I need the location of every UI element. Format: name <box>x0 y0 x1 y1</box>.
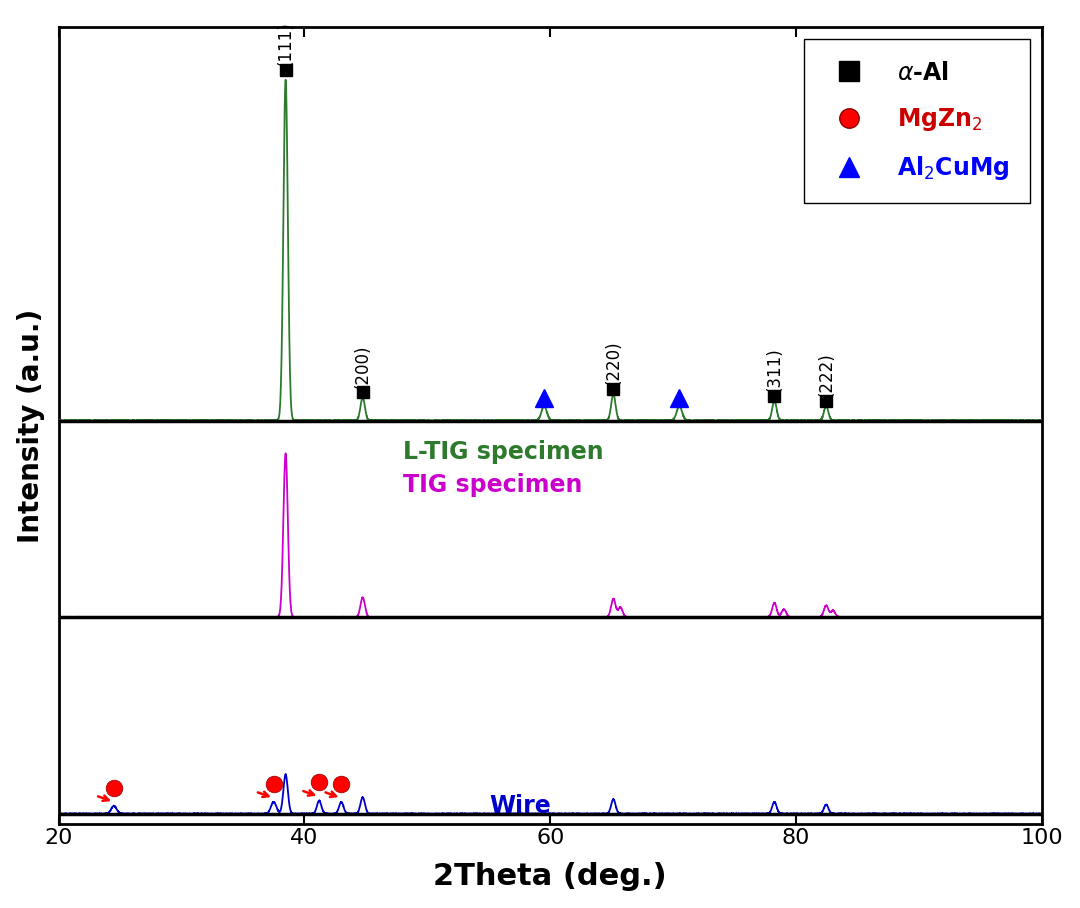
Text: (311): (311) <box>766 347 783 391</box>
Legend: $\alpha$-Al, MgZn$_2$, Al$_2$CuMg: $\alpha$-Al, MgZn$_2$, Al$_2$CuMg <box>805 39 1030 203</box>
Text: L-TIG specimen: L-TIG specimen <box>403 440 604 464</box>
Text: (111): (111) <box>276 22 295 66</box>
Text: Wire: Wire <box>489 794 551 818</box>
Text: TIG specimen: TIG specimen <box>403 473 582 497</box>
X-axis label: 2Theta (deg.): 2Theta (deg.) <box>433 863 667 892</box>
Y-axis label: Intensity (a.u.): Intensity (a.u.) <box>16 309 44 543</box>
Text: (220): (220) <box>605 340 622 385</box>
Text: (200): (200) <box>353 344 372 389</box>
Text: (222): (222) <box>818 352 835 397</box>
